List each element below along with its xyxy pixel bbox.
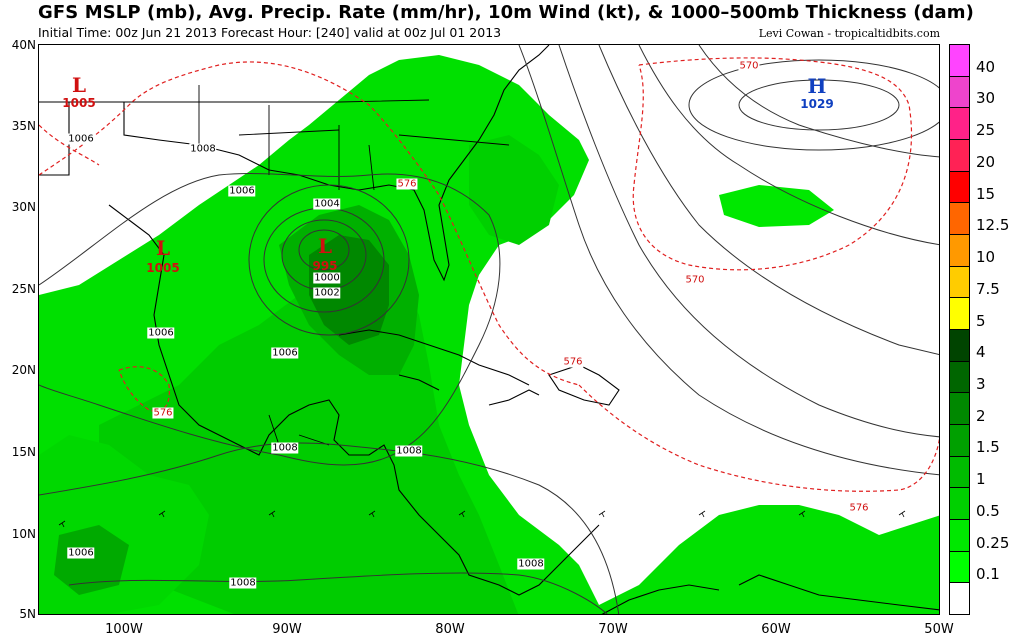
colorbar-swatch bbox=[950, 456, 969, 489]
colorbar-swatch bbox=[950, 235, 969, 267]
colorbar-label: 30 bbox=[976, 89, 996, 108]
chart-title: GFS MSLP (mb), Avg. Precip. Rate (mm/hr)… bbox=[38, 2, 974, 23]
high-pressure-value: 1029 bbox=[800, 97, 834, 111]
lat-label: 5N bbox=[19, 607, 36, 621]
lat-label: 20N bbox=[11, 363, 36, 377]
thickness-lines bbox=[39, 57, 939, 492]
lat-label: 15N bbox=[11, 445, 36, 459]
colorbar-swatch bbox=[950, 140, 969, 172]
colorbar-label: 1.5 bbox=[976, 438, 1000, 457]
colorbar-swatch bbox=[950, 488, 969, 521]
lon-label: 60W bbox=[761, 622, 791, 637]
colorbar-label: 0.1 bbox=[976, 565, 1000, 584]
thickness-label: 576 bbox=[848, 502, 870, 514]
colorbar-swatch bbox=[950, 171, 969, 204]
lon-label: 50W bbox=[924, 622, 954, 637]
map-panel: 1006 1008 1006 1004 1000 1002 1006 1006 … bbox=[38, 44, 940, 615]
lon-label: 100W bbox=[105, 622, 143, 637]
thickness-label: 570 bbox=[738, 60, 760, 72]
lat-label: 35N bbox=[11, 119, 36, 133]
lat-label: 10N bbox=[11, 527, 36, 541]
colorbar-label: 1 bbox=[976, 470, 986, 489]
colorbar-label: 10 bbox=[976, 248, 996, 267]
colorbar-label: 3 bbox=[976, 374, 986, 393]
colorbar-swatch bbox=[950, 298, 969, 331]
colorbar-swatch bbox=[950, 425, 969, 457]
precip-area-east bbox=[719, 185, 834, 227]
colorbar-label: 4 bbox=[976, 343, 986, 362]
colorbar-label: 40 bbox=[976, 57, 996, 76]
precip-colorbar bbox=[949, 44, 970, 615]
colorbar-label: 2 bbox=[976, 406, 986, 425]
precip-area-atlantic bbox=[469, 135, 559, 245]
colorbar-label: 25 bbox=[976, 121, 996, 140]
low-pressure-center: L bbox=[317, 234, 333, 258]
isobar-label: 1006 bbox=[228, 185, 256, 197]
colorbar-swatch bbox=[950, 76, 969, 109]
colorbar-swatch bbox=[950, 393, 969, 426]
colorbar-swatch bbox=[950, 45, 969, 77]
precip-area-eye bbox=[309, 235, 389, 345]
low-pressure-value: 1005 bbox=[146, 261, 180, 275]
thickness-label: 576 bbox=[152, 407, 174, 419]
colorbar-swatch bbox=[950, 266, 969, 299]
isobar-label: 1006 bbox=[67, 133, 95, 145]
colorbar-swatch bbox=[950, 361, 969, 394]
low-pressure-center: L bbox=[71, 73, 87, 97]
low-pressure-center: L bbox=[155, 236, 171, 260]
isobar-label: 1002 bbox=[313, 287, 341, 299]
colorbar-swatch bbox=[950, 330, 969, 362]
precip-area-dark-sw bbox=[54, 525, 129, 595]
lat-label: 40N bbox=[11, 38, 36, 52]
coastlines bbox=[39, 45, 939, 614]
lat-label: 25N bbox=[11, 282, 36, 296]
colorbar-swatch bbox=[950, 203, 969, 236]
colorbar-label: 0.5 bbox=[976, 501, 1000, 520]
lon-label: 80W bbox=[435, 622, 465, 637]
lat-label: 30N bbox=[11, 200, 36, 214]
colorbar-label: 15 bbox=[976, 184, 996, 203]
isobar-label: 1008 bbox=[229, 577, 257, 589]
colorbar-label: 20 bbox=[976, 152, 996, 171]
colorbar-label: 0.25 bbox=[976, 533, 1010, 552]
isobar-label: 1008 bbox=[271, 442, 299, 454]
low-pressure-value: 1005 bbox=[62, 96, 96, 110]
precip-shading bbox=[39, 55, 939, 614]
colorbar-label: 7.5 bbox=[976, 279, 1000, 298]
wind-barbs bbox=[58, 510, 906, 528]
isobar-label: 1004 bbox=[313, 198, 341, 210]
weather-map bbox=[39, 45, 939, 614]
thickness-label: 576 bbox=[396, 178, 418, 190]
isobar-label: 1008 bbox=[395, 445, 423, 457]
colorbar-swatch bbox=[950, 583, 969, 615]
isobar-label: 1000 bbox=[313, 272, 341, 284]
colorbar-swatch bbox=[950, 520, 969, 552]
high-pressure-center: H bbox=[807, 74, 827, 98]
thickness-label: 570 bbox=[684, 274, 706, 286]
colorbar-label: 12.5 bbox=[976, 216, 1010, 235]
thickness-label: 576 bbox=[562, 356, 584, 368]
colorbar-swatch bbox=[950, 551, 969, 584]
colorbar-label: 5 bbox=[976, 311, 986, 330]
chart-subtitle: Initial Time: 00z Jun 21 2013 Forecast H… bbox=[38, 25, 502, 40]
lon-label: 90W bbox=[272, 622, 302, 637]
credit-text: Levi Cowan - tropicaltidbits.com bbox=[758, 27, 940, 40]
isobar-label: 1006 bbox=[271, 347, 299, 359]
borders bbox=[39, 85, 510, 446]
isobar-label: 1006 bbox=[147, 327, 175, 339]
isobar-label: 1008 bbox=[189, 143, 217, 155]
isobar-label: 1006 bbox=[67, 547, 95, 559]
low-pressure-value: 995 bbox=[312, 259, 338, 273]
isobars bbox=[39, 45, 939, 614]
isobar-label: 1008 bbox=[517, 558, 545, 570]
lon-label: 70W bbox=[598, 622, 628, 637]
colorbar-swatch bbox=[950, 108, 969, 141]
